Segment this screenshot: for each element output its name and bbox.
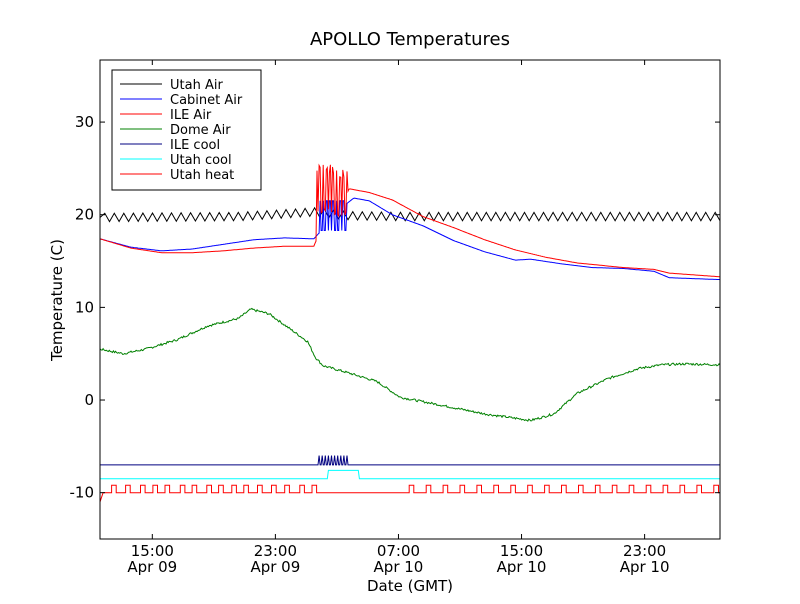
- y-axis-label: Temperature (C): [48, 239, 66, 362]
- plot-lines: [99, 163, 721, 503]
- x-tick-time-label: 23:00: [623, 542, 666, 560]
- series-line-utah-air: [99, 206, 721, 223]
- x-tick-date-label: Apr 10: [497, 558, 547, 576]
- x-tick-date-label: Apr 09: [127, 558, 177, 576]
- y-tick-label: 10: [75, 298, 94, 316]
- chart-title: APOLLO Temperatures: [310, 29, 510, 50]
- x-tick-date-label: Apr 10: [374, 558, 424, 576]
- legend-label-utah-cool: Utah cool: [170, 153, 232, 168]
- x-tick-time-label: 23:00: [254, 542, 297, 560]
- y-tick-label: 0: [84, 391, 94, 409]
- y-tick-label: -10: [70, 484, 95, 502]
- series-line-dome-air: [99, 307, 721, 422]
- series-line-ile-cool: [100, 455, 720, 466]
- plot-frame: [99, 59, 721, 540]
- legend-label-ile-cool: ILE cool: [170, 138, 220, 153]
- legend-label-utah-heat: Utah heat: [170, 168, 234, 183]
- series-line-cabinet-air: [99, 197, 721, 281]
- x-tick-time-label: 07:00: [377, 542, 420, 560]
- series-line-utah-cool: [100, 469, 720, 480]
- y-tick-label: 30: [75, 113, 94, 131]
- x-axis-label: Date (GMT): [367, 577, 453, 595]
- legend-label-utah-air: Utah Air: [170, 78, 223, 93]
- x-tick-time-label: 15:00: [500, 542, 543, 560]
- x-tick-time-label: 15:00: [131, 542, 174, 560]
- y-tick-label: 20: [75, 206, 94, 224]
- legend-label-dome-air: Dome Air: [170, 123, 231, 138]
- legend-box: [111, 69, 262, 191]
- legend-label-cabinet-air: Cabinet Air: [170, 93, 243, 108]
- series-line-utah-heat: [99, 484, 720, 503]
- x-tick-date-label: Apr 10: [620, 558, 670, 576]
- series-line-ile-air: [99, 163, 721, 278]
- x-tick-date-label: Apr 09: [250, 558, 300, 576]
- legend-label-ile-air: ILE Air: [170, 108, 212, 123]
